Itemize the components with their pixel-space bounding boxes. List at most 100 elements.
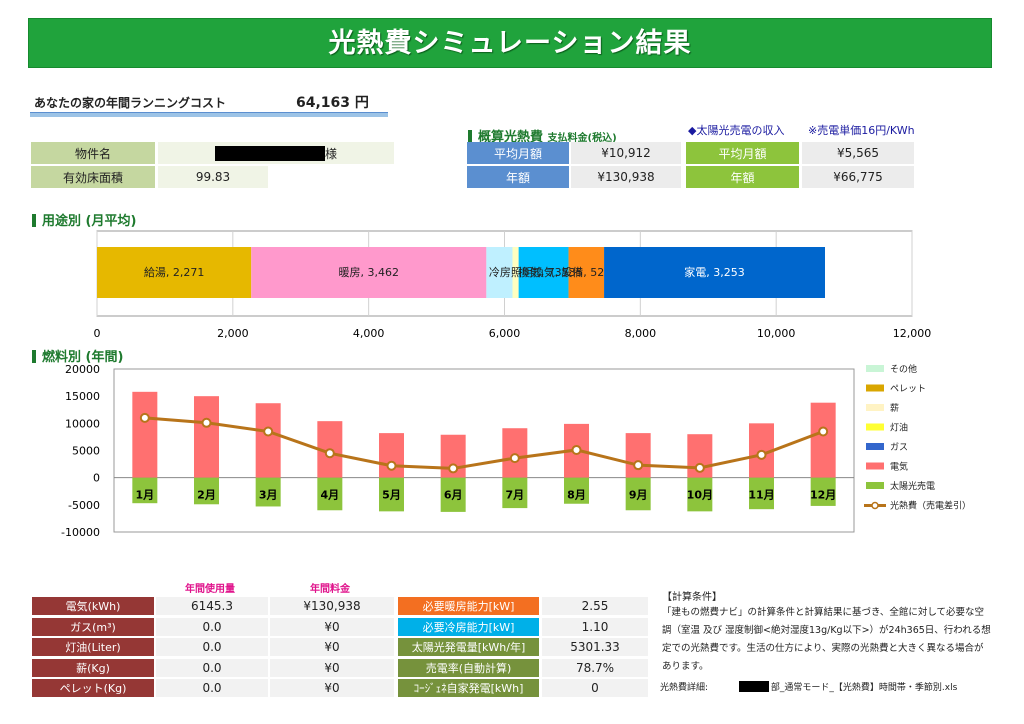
fuel-row-cost: ¥130,938 (270, 597, 394, 615)
capacity-row-label: ｺｰｼﾞｪﾈ自家発電[kWh] (398, 679, 539, 697)
fuel-bar-solar (440, 477, 466, 512)
usage-bar-segment (518, 247, 569, 298)
fuel-x-label: 1月 (136, 489, 155, 502)
conditions-detail: 光熱費詳細: 部_通常モード_【光熱費】時間帯・季節別.xls (660, 680, 957, 693)
fuel-row-label: 薪(Kg) (32, 658, 154, 677)
legend-entry: ペレット (890, 385, 926, 395)
legend-swatch (866, 365, 884, 372)
fuel-x-label: 4月 (321, 489, 340, 502)
fuel-x-label: 2月 (197, 489, 216, 502)
fuel-row-cost: ¥0 (270, 638, 394, 656)
usage-section-text: 用途別 (月平均) (42, 214, 137, 229)
legend-swatch (866, 404, 884, 411)
fuel-row-cost: ¥0 (270, 617, 394, 636)
fuel-x-label: 8月 (567, 489, 586, 502)
fuel-y-tick-label: 20000 (65, 363, 100, 376)
annual-cost-underline (30, 112, 388, 117)
area-label: 有効床面積 (31, 166, 155, 188)
capacity-row-value: 78.7% (542, 658, 648, 677)
fuel-net-point (694, 462, 705, 473)
usage-tick-label: 6,000 (489, 327, 521, 340)
usage-section-title: 用途別 (月平均) (32, 210, 136, 229)
fuel-bar-electric (810, 402, 836, 478)
fuel-row-cost: ¥0 (270, 658, 394, 677)
fuel-y-tick-label: 10000 (65, 417, 100, 430)
usage-data-label: 暖房, 3,462 (339, 266, 399, 279)
fuel-bar-solar (194, 477, 219, 505)
fuel-x-label: 11月 (748, 489, 774, 502)
fuel-net-point (571, 444, 582, 455)
fuel-header-usage: 年間使用量 (185, 584, 235, 595)
fuel-net-point (756, 449, 767, 460)
area-value: 99.83 (158, 166, 268, 188)
fuel-bar-solar (132, 477, 158, 504)
fuel-plot-area (113, 368, 855, 533)
estimate-heading: 概算光熱費 支払料金(税込) (468, 126, 617, 145)
fuel-bar-electric (379, 433, 404, 478)
capacity-row-value: 5301.33 (542, 638, 648, 656)
fuel-bar-solar (625, 477, 651, 511)
fuel-row-usage: 0.0 (156, 638, 268, 656)
capacity-row-value: 1.10 (542, 617, 648, 636)
page-title: 光熱費シミュレーション結果 (28, 18, 992, 68)
solar-year-label: 年額 (686, 166, 799, 188)
fuel-row-label: 灯油(Liter) (32, 638, 154, 656)
legend-entry: ガス (890, 442, 908, 453)
fuel-x-label: 6月 (444, 489, 463, 502)
fuel-net-line (144, 416, 824, 470)
detail-file[interactable]: 部_通常モード_【光熱費】時間帯・季節別.xls (770, 683, 958, 693)
solar-avg-label: 平均月額 (686, 142, 799, 164)
legend-swatch (866, 384, 884, 392)
usage-bar-segment (97, 247, 252, 298)
capacity-row-label: 必要冷房能力[kW] (398, 617, 539, 636)
estimate-avg-value: ¥10,912 (571, 142, 681, 164)
fuel-bar-solar (687, 477, 713, 512)
fuel-x-label: 12月 (810, 489, 836, 502)
fuel-row-usage: 0.0 (156, 679, 268, 697)
fuel-x-label: 9月 (629, 489, 648, 502)
usage-tick-label: 10,000 (757, 327, 796, 340)
fuel-bar-solar (255, 477, 281, 507)
fuel-row-label: 電気(kWh) (32, 597, 154, 615)
usage-data-label: 給湯, 2,271 (144, 265, 204, 279)
legend-entry: 灯油 (890, 422, 908, 434)
fuel-net-point (633, 460, 644, 471)
fuel-net-point (818, 426, 829, 437)
legend-entry: 薪 (890, 402, 899, 414)
fuel-x-label: 3月 (259, 489, 278, 502)
legend-swatch (866, 462, 884, 470)
fuel-section-text: 燃料別 (年間) (42, 350, 124, 365)
usage-tick-label: 12,000 (893, 327, 932, 340)
legend-swatch (866, 443, 884, 450)
fuel-header-cost: 年間料金 (310, 584, 350, 595)
conditions-title: 【計算条件】 (662, 592, 722, 603)
legend-swatch (866, 423, 884, 431)
usage-data-label: 設備, 523 (561, 265, 611, 279)
capacity-row-label: 必要暖房能力[kW] (398, 597, 539, 615)
fuel-y-tick-label: 5000 (72, 445, 100, 458)
estimate-year-label: 年額 (467, 166, 569, 188)
fuel-row-usage: 0.0 (156, 617, 268, 636)
fuel-section-title: 燃料別 (年間) (32, 346, 123, 365)
solar-avg-value: ¥5,565 (802, 142, 914, 164)
usage-overlap-label: 冷房照明換気, 735 (489, 265, 583, 279)
redacted-block (214, 145, 325, 161)
usage-tick-label: 4,000 (353, 327, 385, 340)
usage-bar-segment (512, 247, 519, 298)
detail-label: 光熱費詳細: (660, 683, 709, 693)
usage-tick-label: 0 (94, 327, 101, 340)
fuel-net-point (386, 460, 397, 471)
fuel-bar-solar (317, 477, 343, 511)
usage-bar-segment (568, 247, 605, 298)
fuel-y-tick-label: 0 (93, 472, 100, 485)
fuel-chart: 20000 15000 10000 5000 0 -5000 -10000 1月 2月 3月 4月… (61, 363, 971, 539)
fuel-row-cost: ¥0 (270, 679, 394, 697)
estimate-subtitle: 支払料金(税込) (547, 133, 617, 144)
fuel-row-usage: 6145.3 (156, 597, 268, 615)
estimate-avg-label: 平均月額 (467, 142, 569, 164)
fuel-bar-solar (379, 477, 404, 512)
fuel-bar-solar (810, 477, 836, 506)
estimate-year-value: ¥130,938 (571, 166, 681, 188)
legend-entry: 太陽光売電 (890, 480, 935, 492)
solar-title: ◆太陽光売電の収入 (688, 124, 785, 137)
